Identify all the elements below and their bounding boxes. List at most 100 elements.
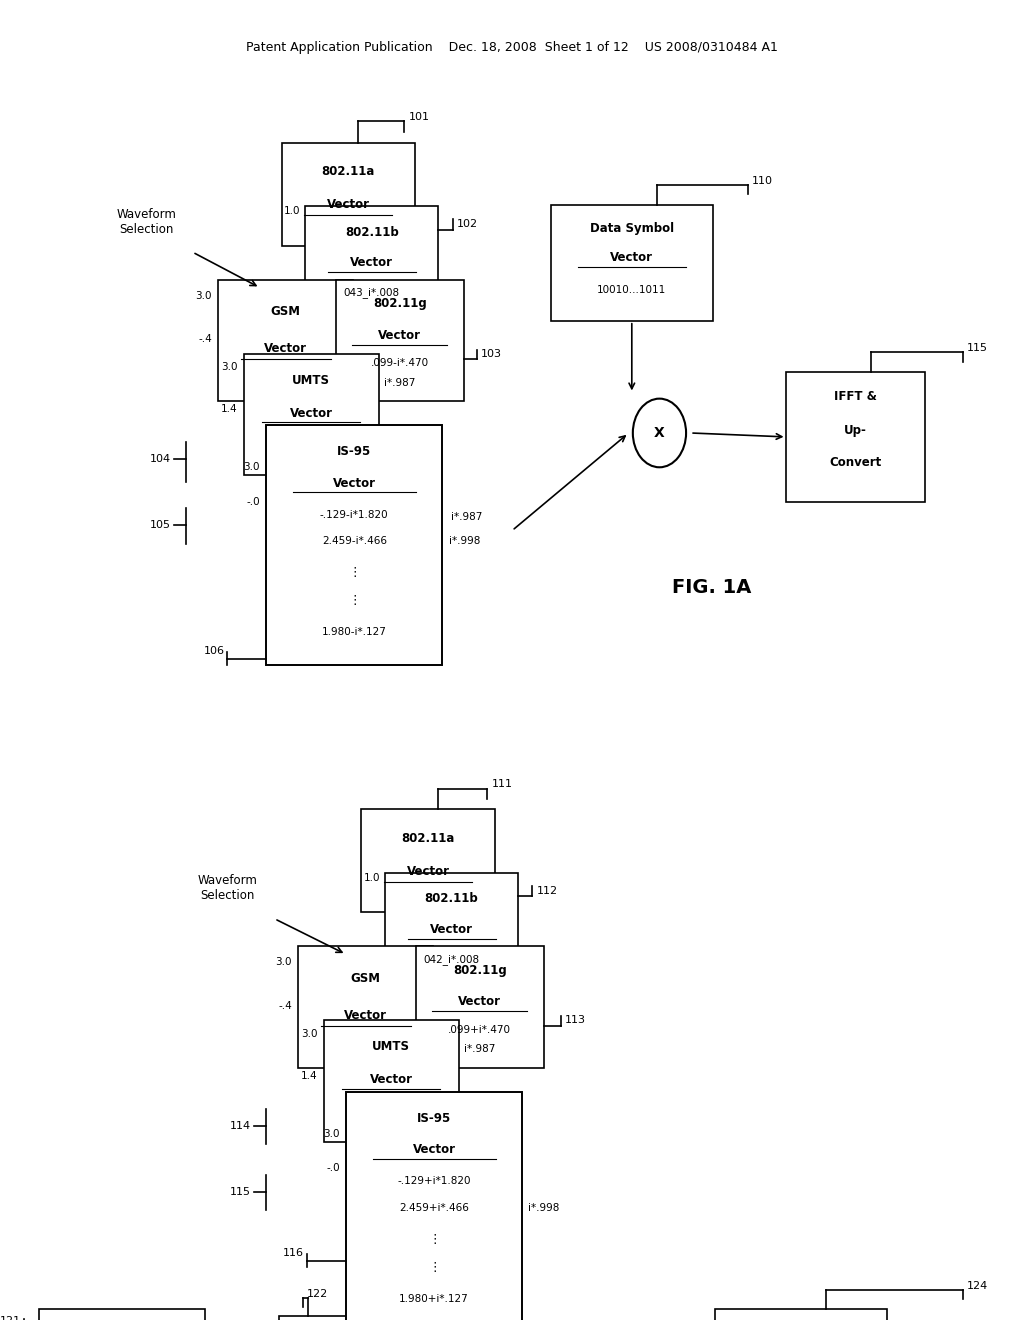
Text: 114: 114 [229, 1121, 251, 1131]
Bar [416, 946, 544, 1068]
Bar [324, 1020, 459, 1142]
Text: 113: 113 [565, 1015, 587, 1026]
Text: Convert: Convert [829, 455, 882, 469]
Text: 116: 116 [283, 1247, 304, 1258]
Text: Up-: Up- [844, 424, 867, 437]
Bar [346, 1092, 522, 1320]
Bar [336, 280, 464, 401]
Text: IS-95: IS-95 [417, 1111, 452, 1125]
Text: i*.987: i*.987 [451, 512, 482, 523]
Text: 1.980+i*.127: 1.980+i*.127 [399, 1294, 469, 1304]
Circle shape [633, 399, 686, 467]
Text: Vector: Vector [344, 1008, 387, 1022]
Bar [385, 873, 518, 985]
Bar [282, 143, 415, 246]
Bar [305, 206, 438, 318]
Text: ⋮: ⋮ [428, 1233, 440, 1246]
Text: Vector: Vector [264, 342, 307, 355]
Text: 043_i*.008: 043_i*.008 [344, 288, 399, 298]
Text: 2.459-i*.466: 2.459-i*.466 [322, 536, 387, 546]
Bar [279, 1316, 358, 1320]
Bar [551, 205, 713, 321]
Text: 3.0: 3.0 [196, 290, 212, 301]
Text: 1.4: 1.4 [301, 1071, 317, 1081]
Bar [786, 372, 925, 502]
Text: IS-95: IS-95 [337, 445, 372, 458]
Text: Vector: Vector [430, 923, 473, 936]
Text: 104: 104 [150, 454, 171, 465]
Text: X: X [654, 426, 665, 440]
Text: FIG. 1A: FIG. 1A [672, 578, 752, 597]
Text: Vector: Vector [333, 477, 376, 490]
Text: 10010...1011: 10010...1011 [597, 285, 667, 296]
Text: Vector: Vector [327, 198, 370, 211]
Text: 3.042_i*.008: 3.042_i*.008 [359, 1105, 423, 1115]
Text: 105: 105 [150, 520, 171, 531]
Text: -.4: -.4 [199, 334, 212, 345]
Text: 3.0: 3.0 [275, 957, 292, 968]
Text: Waveform
Selection: Waveform Selection [117, 207, 176, 236]
Text: GSM: GSM [270, 305, 301, 318]
Text: Vector: Vector [413, 1143, 456, 1156]
Text: 042_i*.008: 042_i*.008 [424, 954, 479, 965]
Text: Vector: Vector [350, 256, 393, 269]
Text: 106: 106 [204, 645, 225, 656]
Text: i*.998: i*.998 [449, 536, 480, 546]
Text: 802.11g: 802.11g [373, 297, 427, 310]
Text: Patent Application Publication    Dec. 18, 2008  Sheet 1 of 12    US 2008/031048: Patent Application Publication Dec. 18, … [246, 41, 778, 54]
Text: GSM: GSM [350, 972, 381, 985]
Text: 122: 122 [307, 1288, 329, 1299]
Text: 1.0: 1.0 [284, 206, 300, 216]
Text: ⋮: ⋮ [348, 594, 360, 607]
Text: -.0: -.0 [247, 496, 260, 507]
Text: 115: 115 [967, 343, 988, 354]
Text: -.0: -.0 [327, 1163, 340, 1173]
Text: 3.043_i*.008: 3.043_i*.008 [280, 438, 343, 449]
Text: 103: 103 [481, 348, 503, 359]
Bar [715, 1309, 887, 1320]
Text: 3.0: 3.0 [244, 462, 260, 473]
Text: Vector: Vector [370, 1073, 413, 1086]
Text: UMTS: UMTS [292, 374, 331, 387]
Text: 3.0: 3.0 [324, 1129, 340, 1139]
Text: .099-i*.470: .099-i*.470 [371, 358, 429, 368]
Text: 802.11a: 802.11a [401, 832, 455, 845]
Text: Waveform
Selection: Waveform Selection [198, 874, 257, 903]
Text: Vector: Vector [610, 251, 653, 264]
Text: 3.0: 3.0 [221, 362, 238, 372]
Text: Vector: Vector [407, 865, 450, 878]
Text: 3.0: 3.0 [301, 1028, 317, 1039]
Text: 802.11g: 802.11g [453, 964, 507, 977]
Bar [298, 946, 433, 1068]
Text: 111: 111 [492, 779, 513, 789]
Bar [218, 280, 353, 401]
Text: 102: 102 [457, 219, 478, 230]
Text: 112: 112 [537, 886, 558, 896]
Text: i*.987: i*.987 [464, 1044, 496, 1055]
Text: 802.11b: 802.11b [425, 892, 478, 906]
Text: 1.0: 1.0 [364, 873, 380, 883]
Text: .099+i*.470: .099+i*.470 [449, 1024, 511, 1035]
Text: ⋮: ⋮ [428, 1261, 440, 1274]
Text: 115: 115 [229, 1187, 251, 1197]
Text: 802.11b: 802.11b [345, 226, 398, 239]
Bar [361, 809, 495, 912]
Text: -.129-i*1.820: -.129-i*1.820 [319, 510, 389, 520]
Bar [401, 1316, 481, 1320]
Text: 124: 124 [967, 1280, 988, 1291]
Text: i*.998: i*.998 [528, 1203, 560, 1213]
Text: 802.11a: 802.11a [322, 165, 375, 178]
Text: Vector: Vector [290, 407, 333, 420]
Text: 2.459+i*.466: 2.459+i*.466 [399, 1203, 469, 1213]
Bar [266, 425, 442, 665]
Text: 110: 110 [752, 176, 773, 186]
Text: UMTS: UMTS [372, 1040, 411, 1053]
Text: ⋮: ⋮ [348, 566, 360, 579]
Text: IFFT &: IFFT & [835, 389, 877, 403]
Text: 121: 121 [0, 1316, 20, 1320]
Text: 101: 101 [409, 112, 430, 123]
Text: i*.987: i*.987 [384, 378, 416, 388]
Text: Vector: Vector [379, 329, 421, 342]
Bar [244, 354, 379, 475]
Text: -.4: -.4 [279, 1001, 292, 1011]
